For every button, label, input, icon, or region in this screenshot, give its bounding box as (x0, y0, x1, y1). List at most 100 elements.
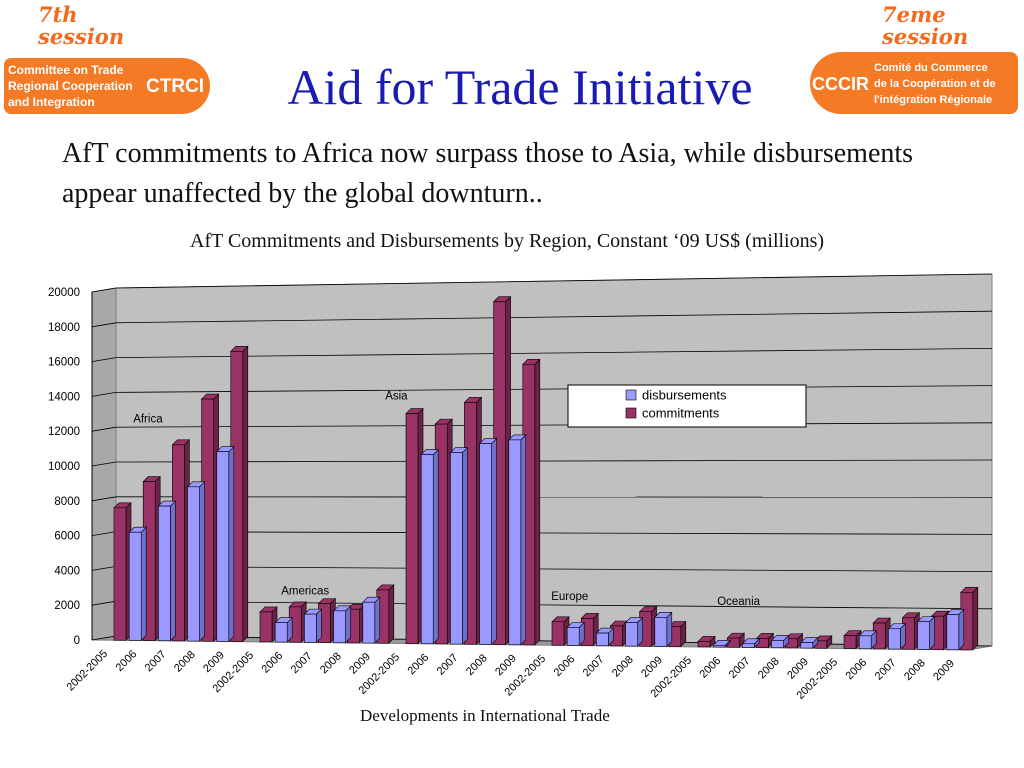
page-title: Aid for Trade Initiative (287, 59, 753, 115)
disbursements-bar-front (304, 613, 317, 643)
commitments-bar-front (405, 413, 419, 644)
gridline (115, 348, 993, 358)
disbursements-bar-front (420, 454, 434, 645)
disbursements-bar (770, 634, 790, 649)
logo-left-line1: Committee on Trade (8, 63, 124, 77)
x-tick-label: 2009 (639, 654, 665, 680)
gridline (115, 459, 993, 463)
commitments-bar-side (972, 586, 979, 651)
logo-left-session: 7th session (38, 2, 125, 49)
gridline-side (91, 496, 117, 502)
y-tick-label: 10000 (48, 461, 80, 473)
disbursements-bar-front (216, 451, 230, 642)
disbursements-bar-front (742, 643, 755, 648)
disbursements-bar-side (374, 596, 381, 644)
disbursements-bar-front (362, 601, 376, 644)
disbursements-bar-side (666, 611, 673, 648)
disbursements-bar-side (520, 434, 527, 646)
disbursements-bar (858, 630, 877, 650)
gridline (115, 385, 993, 393)
region-label: Africa (133, 413, 163, 425)
x-tick-label: 2007 (873, 657, 899, 683)
disbursements-bar-side (432, 448, 439, 645)
legend-box (567, 384, 807, 428)
commitments-bar (551, 616, 570, 646)
logo-right-abbr: CCCIR (812, 74, 869, 94)
y-tick-label: 4000 (54, 565, 80, 577)
y-tick-label: 2000 (54, 600, 80, 612)
gridline-side (91, 426, 117, 432)
disbursements-bar (654, 611, 673, 648)
x-tick-label: 2006 (552, 653, 578, 679)
x-tick-label: 2008 (756, 655, 782, 681)
disbursements-bar (508, 434, 527, 646)
disbursements-bar-front (187, 486, 200, 642)
gridline (115, 600, 993, 610)
y-tick-label: 14000 (48, 391, 80, 403)
disbursements-bar-front (274, 622, 288, 643)
disbursements-bar-front (771, 640, 784, 649)
chart-footer-label: Developments in International Trade (360, 706, 610, 725)
x-tick-label: 2009 (201, 649, 227, 675)
disbursements-bar (946, 608, 965, 651)
commitments-bar-side (242, 345, 249, 643)
x-tick-label: 2007 (727, 655, 753, 681)
disbursements-bar-front (946, 614, 960, 651)
logo-right-banner (810, 52, 1018, 114)
disbursements-bar (712, 639, 731, 648)
disbursements-bar-front (888, 628, 901, 650)
commitments-bar (113, 502, 132, 641)
disbursements-bar (916, 615, 936, 651)
commitments-bar (726, 632, 745, 648)
disbursements-bar (449, 446, 469, 645)
disbursements-bar-side (491, 437, 497, 646)
y-tick-label: 20000 (48, 287, 80, 299)
page-subtitle: AfT commitments to Africa now surpass th… (62, 138, 914, 209)
gridline (115, 273, 993, 289)
chart-legend: disbursements commitments (567, 384, 807, 428)
disbursements-bar-front (712, 644, 726, 648)
disbursements-bar-front (800, 642, 814, 649)
y-tick-label: 16000 (48, 357, 80, 369)
gridline (115, 566, 993, 572)
disbursements-bar (478, 437, 498, 646)
cccir-logo: 7eme session CCCIR Comité du Commerce de… (810, 2, 1022, 118)
x-tick-label: 2007 (435, 652, 461, 678)
disbursements-bar-front (625, 622, 638, 647)
disbursements-bar-side (345, 605, 351, 644)
x-tick-label: 2007 (289, 650, 315, 676)
disbursements-bar-front (333, 610, 346, 644)
disbursements-bar (332, 605, 352, 644)
disbursements-bar-front (566, 627, 580, 646)
commitments-bar-front (259, 611, 273, 643)
gridline-side (91, 635, 117, 641)
x-tick-label: 2006 (406, 651, 432, 677)
gridline (115, 422, 993, 428)
disbursements-bar-front (596, 632, 609, 647)
gridline-side (91, 322, 117, 328)
disbursements-bar (303, 608, 323, 644)
y-tick-label: 0 (74, 635, 80, 647)
legend-swatch-disbursements (625, 389, 637, 401)
disbursements-bar-side (316, 608, 322, 644)
disbursements-bar-front (128, 531, 142, 641)
region-label: Oceania (717, 596, 760, 608)
disbursements-bar (216, 445, 235, 643)
y-tick-label: 8000 (54, 496, 80, 508)
disbursements-bar (362, 596, 381, 644)
legend-label-commitments: commitments (642, 406, 720, 421)
ctrci-logo: 7th session Committee on Trade Regional … (4, 2, 216, 118)
gridline (115, 310, 993, 324)
y-tick-label: 6000 (54, 531, 80, 543)
x-tick-label: 2006 (698, 655, 724, 681)
region-label: Americas (281, 585, 329, 597)
commitments-bar (259, 606, 278, 643)
commitments-bar-front (697, 641, 711, 648)
x-tick-label: 2008 (172, 649, 198, 675)
y-tick-label: 12000 (48, 426, 80, 438)
commitments-bar (697, 635, 716, 648)
logo-left-line3: and Integration (8, 95, 95, 109)
disbursements-bar-front (450, 452, 463, 645)
logo-right-line2: de la Coopération et de (874, 78, 996, 90)
logo-right-line1: Comité du Commerce (874, 62, 988, 74)
